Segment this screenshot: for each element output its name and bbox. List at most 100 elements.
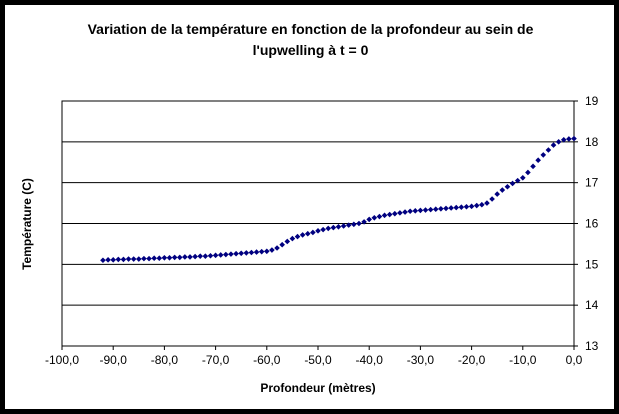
data-point: [264, 248, 270, 255]
data-point: [356, 220, 362, 227]
data-point: [197, 253, 204, 259]
y-tick-label-0: 13: [585, 339, 599, 353]
data-point: [571, 135, 577, 142]
data-point: [366, 216, 372, 223]
data-point: [330, 224, 337, 231]
x-tick-label-10: 0,0: [566, 353, 583, 367]
data-point: [443, 205, 449, 212]
data-point: [151, 255, 157, 262]
data-point: [555, 139, 562, 145]
data-point: [233, 250, 239, 257]
data-point: [376, 213, 383, 220]
data-point: [228, 251, 234, 257]
data-point: [187, 254, 193, 260]
y-tick-marks: [574, 100, 578, 347]
data-point: [422, 207, 429, 213]
data-point: [351, 221, 357, 228]
data-points: [100, 135, 577, 264]
data-point: [463, 203, 470, 210]
data-point: [161, 255, 168, 261]
data-point: [448, 205, 454, 211]
data-point: [202, 253, 209, 259]
data-point: [407, 208, 413, 215]
data-point: [504, 183, 511, 190]
data-point: [427, 206, 434, 213]
x-tick-labels: -100,0 -90,0 -80,0 -70,0 -60,0 -50,0 -40,0 -30,…: [45, 353, 583, 367]
data-point: [520, 174, 526, 181]
data-point: [468, 203, 475, 210]
data-point: [392, 210, 398, 217]
x-tick-label-9: -10,0: [509, 353, 537, 367]
scatter-plot: -100,0 -90,0 -80,0 -70,0 -60,0 -50,0 -40,0 -30,…: [20, 94, 599, 395]
x-tick-label-0: -100,0: [45, 353, 79, 367]
data-point: [279, 241, 285, 248]
chart-title-line-1: Variation de la température en fonction …: [87, 21, 534, 37]
data-point: [274, 245, 280, 251]
chart-frame: Variation de la température en fonction …: [4, 4, 615, 410]
data-point: [120, 256, 127, 263]
data-point: [182, 254, 188, 260]
data-point: [315, 228, 321, 234]
x-tick-label-7: -30,0: [407, 353, 435, 367]
data-point: [217, 252, 224, 258]
y-tick-label-6: 19: [585, 94, 599, 108]
chart-title-line-2: l'upwelling à t = 0: [252, 42, 369, 58]
data-point: [100, 257, 106, 264]
x-tick-label-3: -70,0: [202, 353, 230, 367]
data-point: [258, 248, 265, 255]
data-point: [269, 247, 275, 253]
data-point: [294, 233, 301, 240]
data-point: [136, 256, 142, 262]
data-point: [325, 225, 332, 232]
data-point: [345, 222, 352, 228]
data-point: [141, 255, 147, 262]
data-point: [223, 251, 229, 258]
x-tick-label-5: -50,0: [304, 353, 332, 367]
data-point: [125, 256, 132, 262]
data-point: [176, 254, 183, 261]
x-tick-label-8: -20,0: [458, 353, 486, 367]
data-point: [166, 255, 173, 261]
data-point: [310, 229, 316, 236]
data-point: [545, 147, 552, 153]
y-tick-labels: 13 14 15 16 17 18 19: [585, 94, 599, 353]
data-point: [110, 257, 116, 263]
grid-lines: [62, 141, 574, 306]
data-point: [171, 254, 178, 261]
data-point: [248, 249, 255, 256]
data-point: [299, 232, 306, 238]
y-tick-label-5: 18: [585, 135, 599, 149]
y-tick-label-2: 15: [585, 257, 599, 271]
data-point: [412, 208, 419, 214]
data-point: [402, 209, 408, 215]
data-point: [156, 255, 163, 262]
data-point: [535, 157, 541, 164]
data-point: [335, 223, 342, 230]
x-tick-marks: [61, 346, 575, 350]
data-point: [453, 204, 460, 211]
data-point: [304, 230, 311, 237]
y-tick-label-3: 16: [585, 217, 599, 231]
data-point: [458, 204, 465, 210]
data-point: [238, 250, 244, 257]
data-point: [566, 136, 572, 142]
data-point: [115, 256, 122, 263]
data-point: [397, 210, 403, 216]
data-point: [494, 191, 500, 197]
data-point: [525, 169, 531, 176]
x-tick-label-1: -90,0: [100, 353, 128, 367]
data-point: [438, 206, 444, 212]
data-point: [560, 136, 567, 143]
data-point: [499, 187, 506, 193]
data-point: [340, 223, 347, 229]
data-point: [530, 163, 536, 170]
data-point: [361, 219, 367, 225]
data-point: [320, 226, 326, 233]
data-point: [192, 253, 198, 260]
data-point: [432, 206, 439, 213]
data-point: [284, 238, 291, 245]
data-point: [146, 255, 152, 262]
data-point: [253, 249, 260, 255]
data-point: [371, 214, 378, 221]
data-point: [484, 200, 490, 206]
